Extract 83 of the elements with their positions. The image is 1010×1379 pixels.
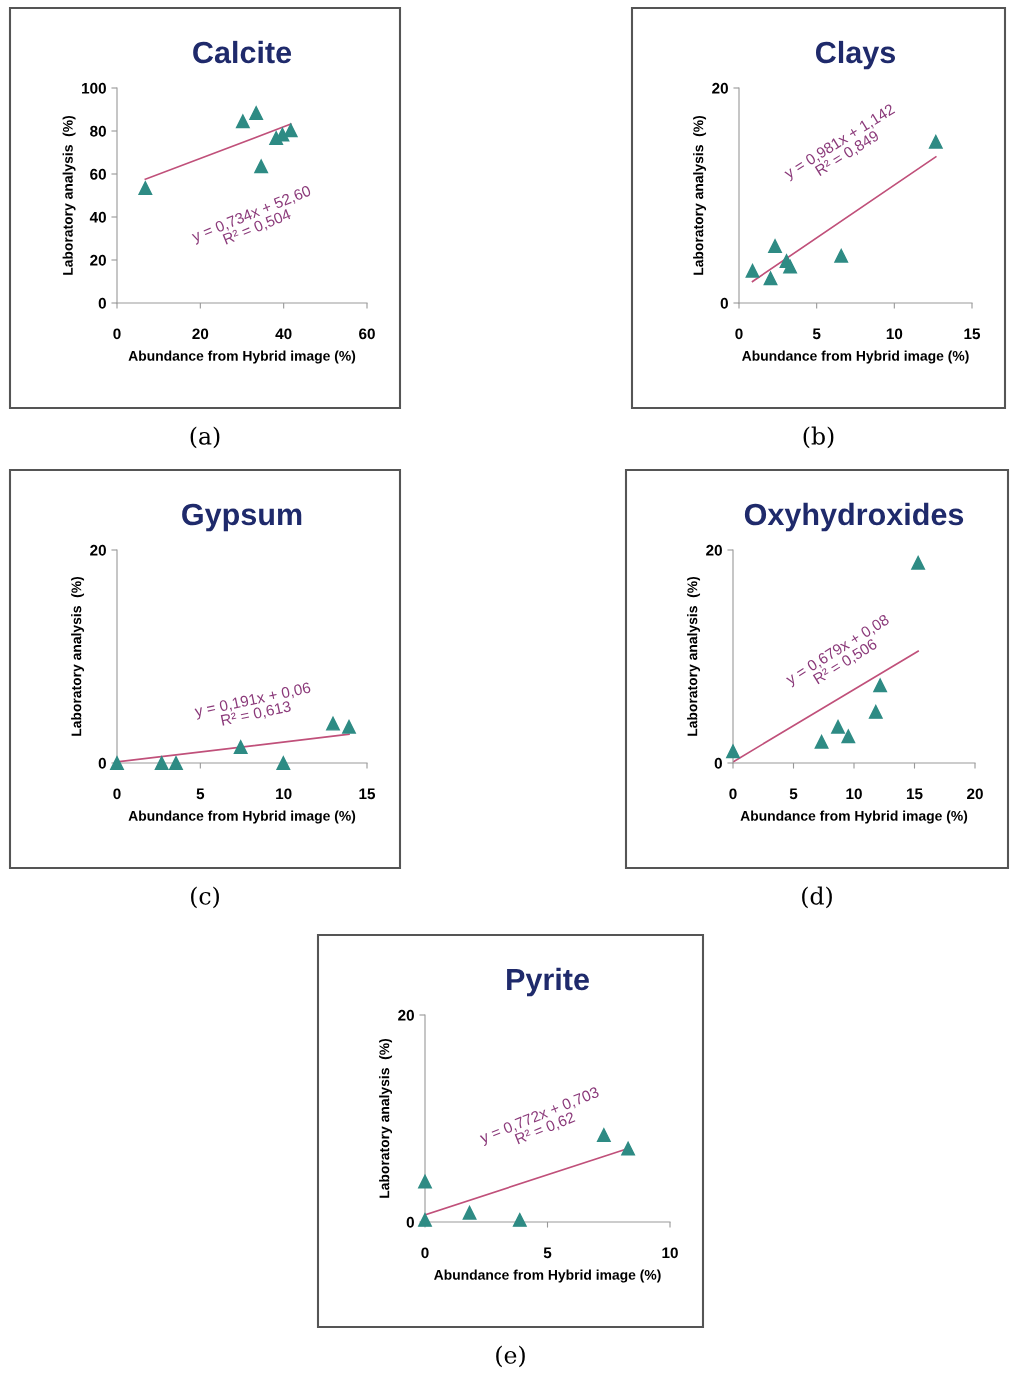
x-axis-title: Abundance from Hybrid image (%): [128, 350, 356, 364]
text: (e): [496, 1345, 525, 1368]
x-axis-title: Abundance from Hybrid image (%): [434, 1269, 661, 1283]
y-axis-title: Laboratory analysis (%): [71, 576, 85, 736]
point: [233, 740, 248, 754]
y-tick-label: 20: [90, 544, 106, 556]
x-axis-title: Abundance from Hybrid image (%): [742, 350, 969, 364]
x-tick-label: 40: [275, 328, 292, 340]
y-tick-label: 20: [90, 254, 106, 266]
chart-title: Clays: [815, 40, 896, 70]
point: [342, 719, 356, 734]
chart-title: Calcite: [193, 40, 292, 64]
point: [249, 105, 264, 120]
x-tick-label: 5: [812, 328, 821, 340]
x-tick-label: 15: [964, 328, 981, 340]
text: (a): [190, 426, 220, 449]
x-tick-label: 20: [967, 788, 983, 800]
x-tick-label: 10: [846, 788, 862, 800]
point: [783, 259, 798, 274]
x-axis-title: Abundance from Hybrid image (%): [740, 810, 968, 824]
point: [418, 1212, 432, 1227]
x-tick-label: 10: [662, 1247, 678, 1259]
x-tick-label: 0: [421, 1247, 429, 1259]
text: (c): [191, 886, 219, 909]
point: [621, 1141, 636, 1156]
point: [276, 756, 291, 770]
x-tick-label: 60: [359, 328, 375, 340]
point: [254, 159, 269, 174]
y-tick-label: 20: [706, 544, 722, 556]
point: [831, 719, 845, 734]
x-tick-label: 20: [192, 328, 209, 340]
y-axis-title: Laboratory analysis (%): [62, 115, 76, 275]
x-tick-label: 0: [735, 328, 743, 340]
x-tick-label: 10: [886, 328, 903, 340]
y-tick-label: 40: [89, 211, 106, 223]
point: [873, 678, 888, 693]
point: [841, 729, 856, 744]
x-tick-label: 15: [906, 788, 923, 800]
point: [834, 248, 849, 263]
text: (d): [802, 886, 832, 909]
point: [326, 716, 340, 731]
y-tick-label: 0: [714, 757, 722, 769]
x-tick-label: 0: [729, 788, 737, 800]
y-tick-label: 20: [712, 82, 728, 94]
point: [596, 1128, 611, 1143]
chart-title: Pyrite: [507, 967, 589, 997]
y-axis-title: Laboratory analysis (%): [687, 576, 701, 736]
y-axis-title: Laboratory analysis (%): [379, 1038, 393, 1198]
point: [745, 263, 760, 278]
point: [768, 239, 782, 253]
x-tick-label: 5: [789, 788, 798, 800]
point: [763, 271, 778, 286]
y-tick-label: 0: [98, 757, 106, 769]
point: [814, 734, 829, 749]
x-tick-label: 5: [196, 788, 205, 800]
point: [726, 744, 740, 759]
point: [462, 1205, 477, 1220]
point: [928, 134, 943, 149]
y-tick-label: 0: [720, 297, 728, 309]
point: [169, 756, 183, 770]
point: [868, 704, 883, 719]
chart-title: Gypsum: [182, 503, 302, 532]
x-axis-title: Abundance from Hybrid image (%): [128, 810, 356, 824]
y-tick-label: 80: [90, 125, 106, 137]
x-tick-label: 15: [359, 788, 376, 800]
x-tick-label: 10: [276, 788, 292, 800]
point: [911, 555, 926, 570]
y-tick-label: 60: [90, 168, 106, 180]
point: [235, 114, 250, 129]
point: [154, 756, 169, 770]
point: [512, 1212, 527, 1227]
x-tick-label: 5: [543, 1247, 552, 1259]
chart-title: Oxyhydroxides: [744, 502, 964, 532]
x-tick-label: 0: [113, 328, 121, 340]
y-tick-label: 100: [82, 82, 106, 94]
y-axis-title: Laboratory analysis (%): [693, 115, 707, 275]
x-tick-label: 0: [113, 788, 121, 800]
point: [283, 123, 298, 138]
point: [138, 181, 153, 195]
point: [110, 756, 124, 770]
text: (b): [803, 426, 834, 449]
y-tick-label: 0: [98, 297, 106, 309]
point: [418, 1174, 432, 1189]
